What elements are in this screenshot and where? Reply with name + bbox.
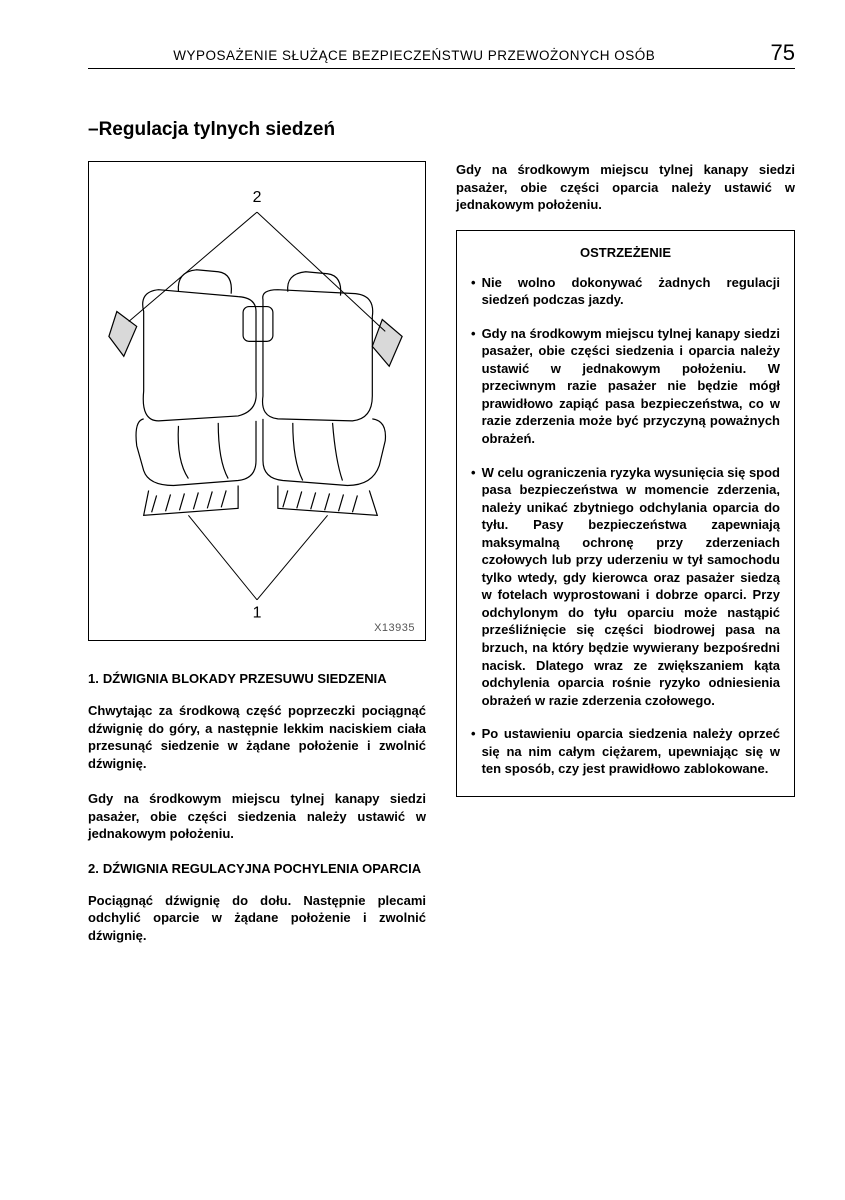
bullet-icon: • [471,464,476,710]
page-header: WYPOSAŻENIE SŁUŻĄCE BEZPIECZEŃSTWU PRZEW… [88,40,795,69]
item-2-heading: 2. DŹWIGNIA REGULACYJNA POCHYLENIA OPARC… [88,861,426,876]
figure-diagram: 2 [88,161,426,641]
item-1-title: DŹWIGNIA BLOKADY PRZESUWU SIEDZENIA [103,671,426,686]
figure-code: X13935 [374,622,415,634]
warning-item: •Po ustawieniu oparcia siedzenia należy … [471,725,780,778]
warning-title: OSTRZEŻENIE [471,245,780,260]
bullet-icon: • [471,725,476,778]
page-container: WYPOSAŻENIE SŁUŻĄCE BEZPIECZEŃSTWU PRZEW… [0,0,845,1002]
left-column: 2 [88,161,426,962]
item-1-heading: 1. DŹWIGNIA BLOKADY PRZESUWU SIEDZENIA [88,671,426,686]
warning-item: •Gdy na środkowym miejscu tylnej kanapy … [471,325,780,448]
figure-label-1: 1 [253,605,262,622]
warning-text: Nie wolno dokonywać żadnych regulacji si… [482,274,780,309]
bullet-icon: • [471,274,476,309]
item-1-number: 1. [88,671,99,686]
warning-list: •Nie wolno dokonywać żadnych regulacji s… [471,274,780,778]
item-2-number: 2. [88,861,99,876]
right-column: Gdy na środkowym miejscu tylnej kanapy s… [456,161,795,962]
bullet-icon: • [471,325,476,448]
section-title: –Regulacja tylnych siedzeń [88,119,795,141]
warning-text: Po ustawieniu oparcia siedzenia należy o… [482,725,780,778]
figure-label-2: 2 [253,189,262,206]
warning-box: OSTRZEŻENIE •Nie wolno dokonywać żadnych… [456,230,795,797]
warning-text: Gdy na środkowym miejscu tylnej kanapy s… [482,325,780,448]
right-intro: Gdy na środkowym miejscu tylnej kanapy s… [456,161,795,214]
warning-item: •W celu ograniczenia ryzyka wysunięcia s… [471,464,780,710]
item-1-body: Chwytając za środkową część poprzeczki p… [88,702,426,772]
seat-diagram-svg: 2 [89,162,425,640]
warning-text: W celu ograniczenia ryzyka wysunięcia si… [482,464,780,710]
warning-item: •Nie wolno dokonywać żadnych regulacji s… [471,274,780,309]
item-2-body: Pociągnąć dźwignię do dołu. Następnie pl… [88,892,426,945]
item-2-title: DŹWIGNIA REGULACYJNA POCHYLENIA OPARCIA [103,861,426,876]
content-columns: 2 [88,161,795,962]
item-1-note: Gdy na środkowym miejscu tylnej kanapy s… [88,790,426,843]
chapter-title: WYPOSAŻENIE SŁUŻĄCE BEZPIECZEŃSTWU PRZEW… [88,48,741,63]
page-number: 75 [771,40,795,66]
